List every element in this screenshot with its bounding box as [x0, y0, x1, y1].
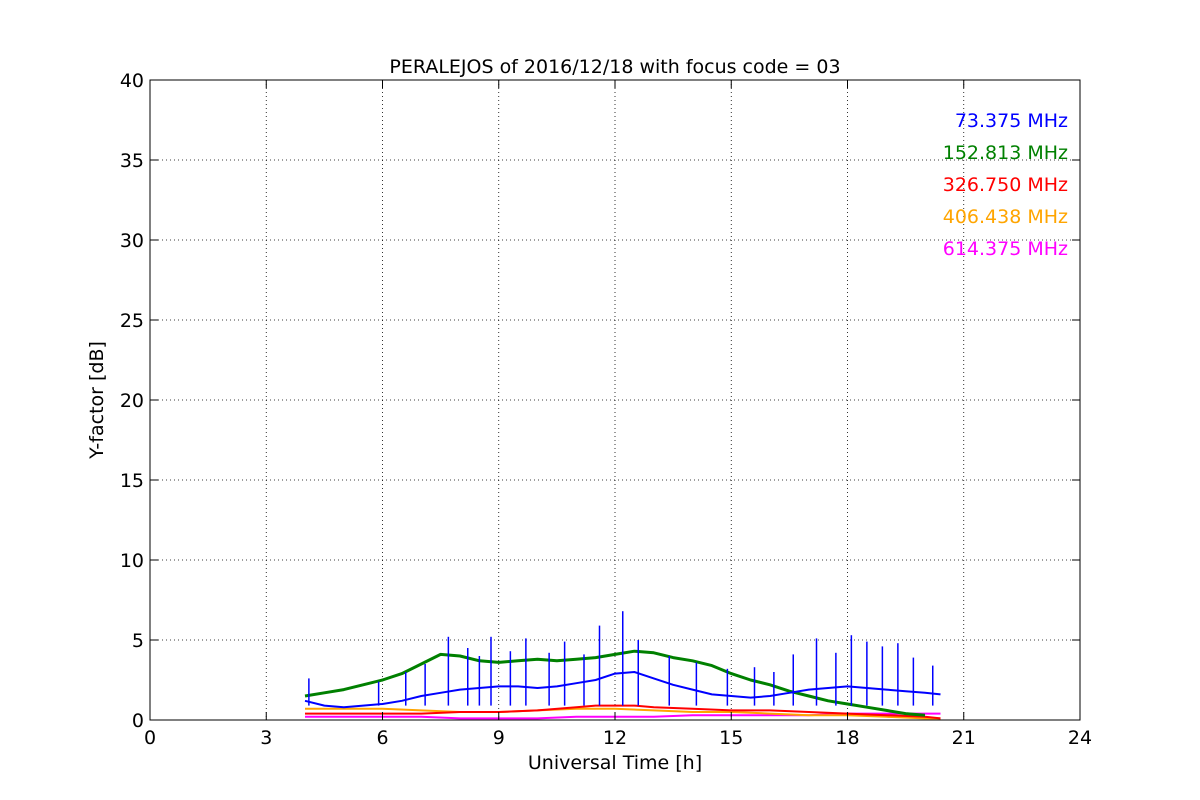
x-tick-label: 24 — [1068, 727, 1092, 749]
axis-ticks: 0 3 6 9 12 15 18 21 24 0 5 10 15 20 25 30 35 40 — [120, 70, 1092, 749]
legend-entry: 406.438 MHz — [943, 206, 1068, 228]
series-line — [305, 707, 941, 720]
x-axis-label: Universal Time [h] — [528, 752, 702, 774]
x-tick-label: 18 — [835, 727, 859, 749]
x-tick-label: 15 — [719, 727, 743, 749]
x-tick-label: 9 — [493, 727, 505, 749]
y-axis-label: Y-factor [dB] — [86, 341, 108, 460]
y-tick-label: 35 — [120, 150, 144, 172]
x-tick-label: 21 — [952, 727, 976, 749]
y-tick-label: 0 — [132, 710, 144, 732]
y-tick-label: 40 — [120, 70, 144, 92]
legend-entry: 326.750 MHz — [943, 174, 1068, 196]
y-tick-label: 5 — [132, 630, 144, 652]
y-tick-label: 25 — [120, 310, 144, 332]
y-tick-label: 30 — [120, 230, 144, 252]
legend-entry: 614.375 MHz — [943, 238, 1068, 260]
series-line — [305, 704, 941, 720]
grid — [150, 80, 1080, 720]
x-tick-label: 12 — [603, 727, 627, 749]
legend: 73.375 MHz 152.813 MHz 326.750 MHz 406.438 … — [943, 110, 1068, 260]
x-tick-label: 6 — [376, 727, 388, 749]
y-tick-label: 15 — [120, 470, 144, 492]
x-tick-label: 0 — [144, 727, 156, 749]
legend-entry: 73.375 MHz — [955, 110, 1068, 132]
x-tick-label: 3 — [260, 727, 272, 749]
plot-data — [304, 611, 941, 720]
series-line — [304, 649, 926, 717]
legend-entry: 152.813 MHz — [943, 142, 1068, 164]
chart-title: PERALEJOS of 2016/12/18 with focus code … — [389, 56, 840, 78]
y-tick-label: 10 — [120, 550, 144, 572]
series-line — [304, 671, 941, 709]
y-tick-label: 20 — [120, 390, 144, 412]
